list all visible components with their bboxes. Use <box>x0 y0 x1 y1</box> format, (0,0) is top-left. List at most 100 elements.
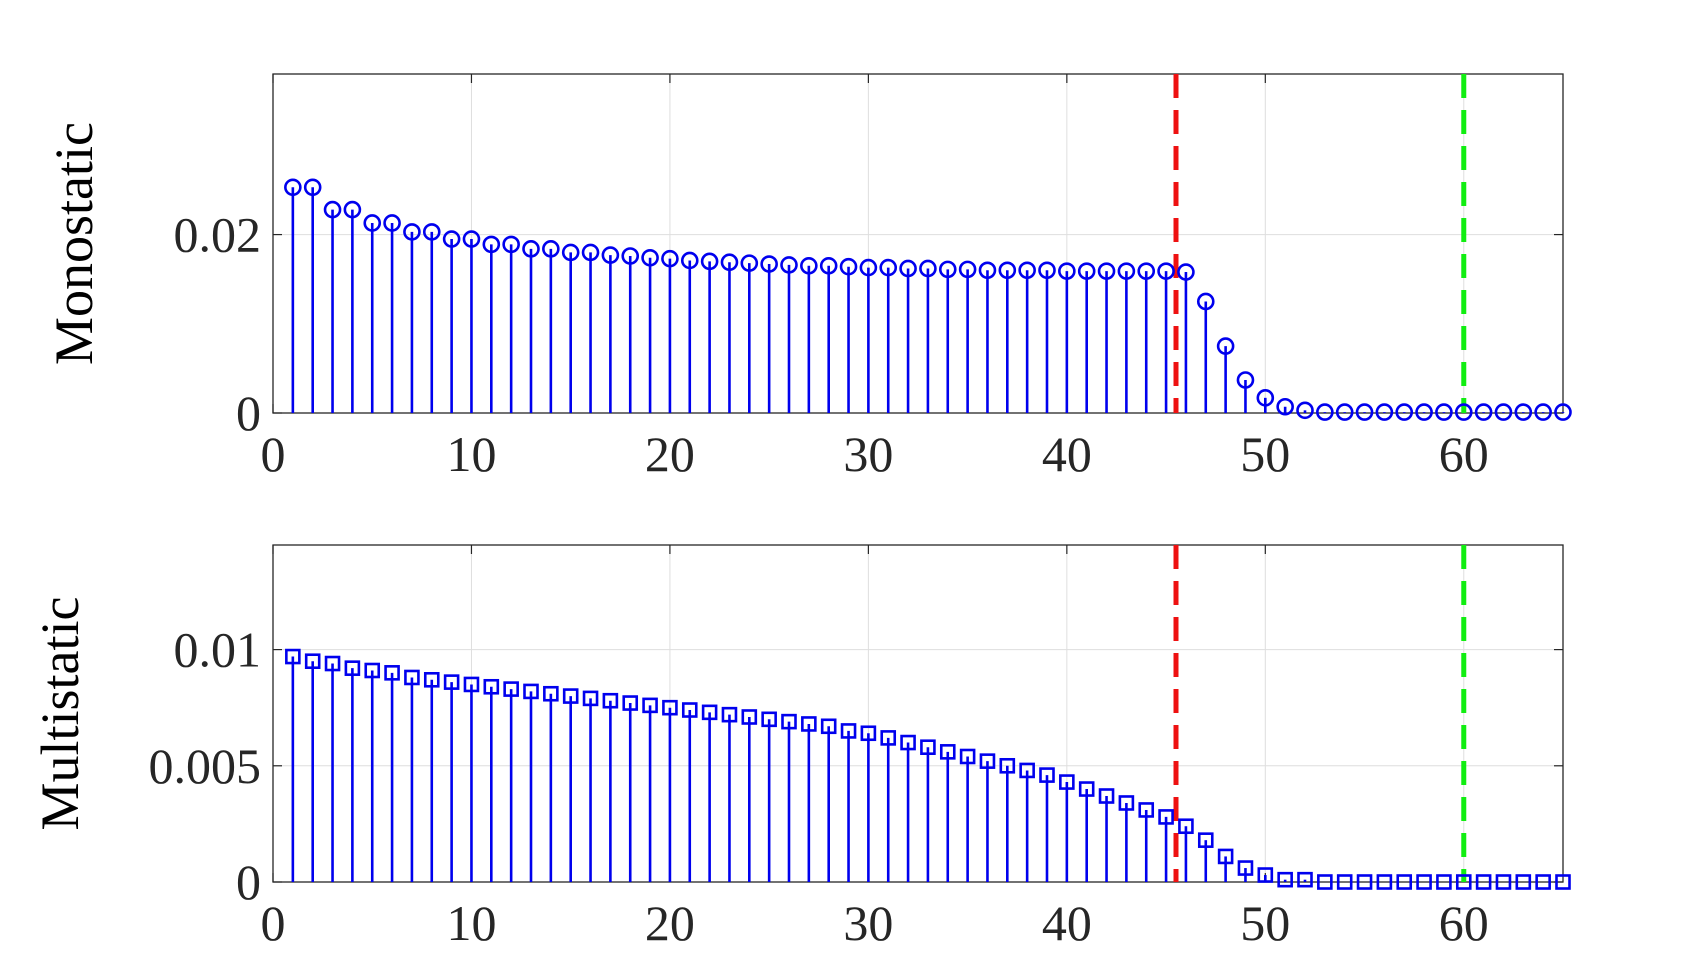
stem-marker <box>820 718 837 735</box>
stem-marker <box>1335 403 1354 421</box>
stem-marker <box>383 214 401 232</box>
stem-marker <box>1317 874 1333 890</box>
stem-marker <box>1555 874 1571 890</box>
stem-marker <box>621 247 640 265</box>
stem-marker <box>900 734 916 751</box>
stem-marker <box>1535 874 1551 890</box>
stem-marker <box>364 662 381 679</box>
stem-marker <box>1296 401 1314 420</box>
stem-marker <box>1454 403 1473 421</box>
stem-marker <box>721 706 738 723</box>
stem-marker <box>920 739 936 756</box>
stem-marker <box>404 669 420 686</box>
stem-marker <box>343 200 362 219</box>
stem-marker <box>1316 403 1334 421</box>
stem-marker <box>582 690 599 707</box>
stem-marker <box>522 240 540 258</box>
stem-marker <box>662 699 678 716</box>
stem-marker <box>999 757 1016 774</box>
stem-marker <box>859 258 878 277</box>
stem-marker <box>503 681 519 697</box>
y-tick-label: 0.005 <box>149 738 262 794</box>
stem-marker <box>363 214 382 232</box>
x-tick-label: 20 <box>645 895 695 951</box>
stem-marker <box>1415 403 1433 421</box>
stem-marker <box>1495 874 1512 890</box>
stem-marker <box>1277 871 1293 888</box>
stem-marker <box>1077 262 1096 280</box>
stem-marker <box>443 674 460 690</box>
stem-marker <box>939 744 956 760</box>
stem-marker <box>642 697 658 714</box>
stem-marker <box>740 254 759 272</box>
stem-marker <box>561 243 580 262</box>
stem-marker <box>1375 403 1394 421</box>
stem-marker <box>463 676 480 693</box>
stem-marker <box>979 753 996 769</box>
stem-marker <box>1178 818 1194 835</box>
stem-marker <box>304 653 321 670</box>
stem-marker <box>1158 809 1174 825</box>
stem-marker <box>998 261 1017 280</box>
stem-marker <box>1356 874 1373 890</box>
stem-marker <box>801 716 817 732</box>
x-tick-label: 40 <box>1042 895 1092 951</box>
stem-marker <box>1019 762 1035 779</box>
stem-marker <box>423 671 440 688</box>
x-tick-label: 30 <box>843 426 893 482</box>
y-axis-label: Multistatic <box>30 597 90 831</box>
stem-marker <box>780 256 798 274</box>
stem-marker <box>1237 860 1254 876</box>
stem-marker <box>919 259 937 278</box>
stem-marker <box>879 258 898 277</box>
stem-marker <box>1217 848 1234 865</box>
x-tick-label: 0 <box>261 426 286 482</box>
stem-marker <box>284 178 302 197</box>
stem-marker <box>680 251 699 270</box>
stem-marker <box>1276 397 1294 416</box>
stem-marker <box>760 255 778 273</box>
stem-marker <box>1396 874 1413 890</box>
stem-marker <box>1474 403 1493 421</box>
stem-marker <box>622 695 639 711</box>
stem-marker <box>384 665 400 681</box>
y-tick-label: 0.01 <box>174 622 262 678</box>
stem-marker <box>819 257 838 275</box>
stem-marker <box>523 683 539 700</box>
stem-marker <box>1475 874 1492 890</box>
stem-marker <box>502 235 520 254</box>
stem-marker <box>324 655 341 672</box>
stem-marker <box>1435 403 1453 421</box>
stem-marker <box>1376 874 1393 890</box>
stem-marker <box>1137 262 1156 280</box>
subplot-1: 0 10 20 30 40 50 60 0 0.02 Monostatic <box>44 73 1572 482</box>
stem-marker <box>1416 874 1432 890</box>
stem-marker <box>700 252 719 271</box>
stem-marker <box>938 260 957 279</box>
stem-marker <box>1018 261 1036 280</box>
stem-marker <box>1216 337 1235 355</box>
stem-marker <box>1038 261 1056 280</box>
stem-marker <box>403 223 421 241</box>
stem-marker <box>1257 867 1274 883</box>
stem-marker <box>462 230 481 248</box>
stem-marker <box>1078 781 1095 797</box>
stem-marker <box>602 692 619 709</box>
stem-marker <box>601 246 620 264</box>
stem-marker <box>880 730 897 746</box>
stem-marker <box>285 648 301 665</box>
stem-marker <box>1138 802 1155 818</box>
stem-marker <box>701 704 718 721</box>
x-tick-label: 20 <box>645 426 695 482</box>
stem-marker <box>720 253 739 272</box>
stem-marker <box>958 260 977 279</box>
x-tick-label: 10 <box>446 895 496 951</box>
subplot-2: 0 10 20 30 40 50 60 0 0.005 0.01 Multistatic <box>30 544 1571 951</box>
stem-marker <box>1177 263 1195 281</box>
stem-marker <box>781 713 797 730</box>
x-tick-label: 0 <box>261 895 286 951</box>
stem-marker <box>899 259 917 278</box>
stem-marker <box>1455 874 1472 890</box>
stem-marker <box>1297 871 1313 888</box>
